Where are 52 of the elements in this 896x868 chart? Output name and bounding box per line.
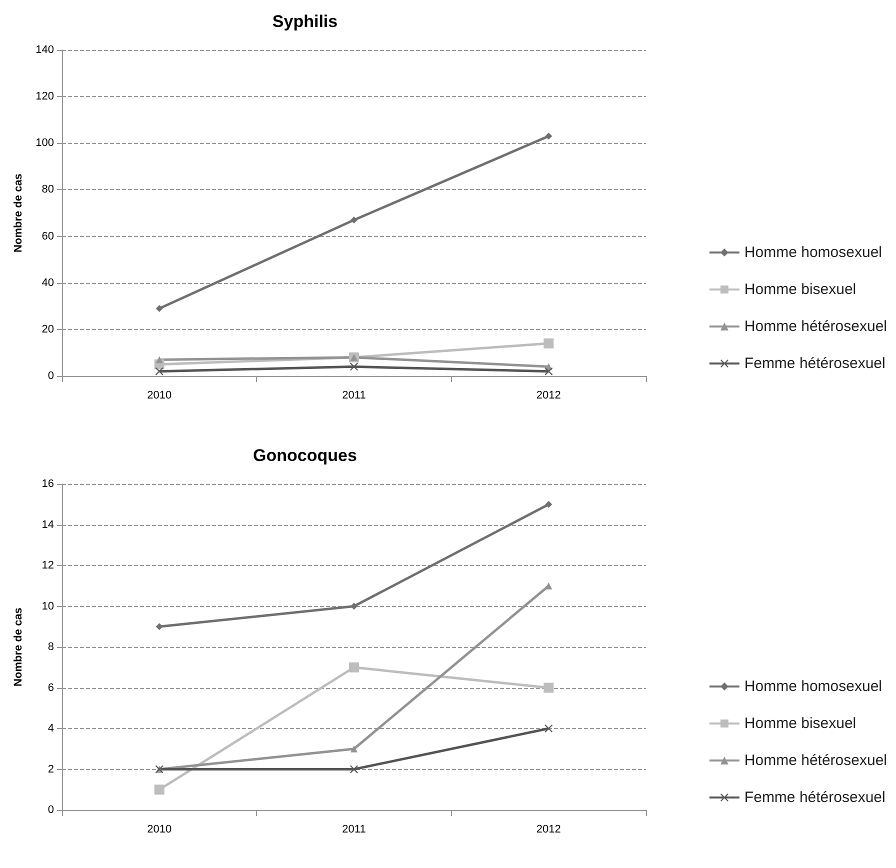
y-tick-label: 80	[42, 184, 54, 196]
y-tick-label: 100	[36, 137, 54, 150]
point	[544, 724, 553, 732]
y-tick-label: 14	[42, 518, 54, 531]
x-tick-label: 2010	[147, 824, 172, 836]
x-tick-label: 2011	[342, 390, 366, 402]
point	[350, 745, 358, 752]
y-axis-title: Nombre de cas	[12, 174, 24, 252]
point	[545, 500, 552, 508]
legend-label: Femme hétérosexuel	[744, 789, 886, 806]
x-tick-label: 2011	[342, 824, 366, 836]
y-tick-label: 40	[42, 276, 54, 289]
y-tick-label: 120	[36, 90, 54, 103]
point	[350, 765, 358, 774]
point	[350, 602, 358, 610]
point	[156, 623, 163, 630]
legend-label: Homme bisexuel	[744, 715, 856, 732]
legend-label: Homme hétérosexuel	[744, 752, 888, 769]
x-tick-label: 2012	[536, 390, 561, 402]
y-tick-label: 6	[48, 682, 54, 694]
point	[154, 784, 164, 795]
point	[544, 682, 554, 693]
y-axis-title: Nombre de cas	[12, 608, 24, 686]
point	[156, 356, 163, 364]
y-tick-label: 0	[48, 804, 54, 816]
y-tick-label: 20	[42, 323, 54, 336]
legend-label: Femme hétérosexuel	[744, 355, 886, 372]
point	[350, 362, 358, 371]
chart-title: Syphilis	[272, 12, 338, 31]
y-tick-label: 140	[36, 44, 54, 56]
point	[155, 367, 164, 376]
y-tick-label: 60	[42, 230, 54, 242]
y-tick-label: 12	[42, 560, 54, 572]
point	[349, 662, 359, 672]
y-tick-label: 2	[48, 763, 54, 776]
point	[544, 367, 553, 376]
y-tick-label: 4	[48, 722, 54, 734]
point	[350, 216, 358, 224]
chart-title: Gonocoques	[253, 446, 357, 465]
y-tick-label: 0	[48, 370, 54, 382]
y-tick-label: 16	[42, 478, 54, 490]
point	[156, 304, 163, 312]
y-tick-label: 10	[42, 600, 54, 612]
x-tick-label: 2012	[536, 824, 561, 836]
legend-label: Homme bisexuel	[744, 281, 856, 298]
legend-label: Homme homosexuel	[744, 244, 882, 261]
legend-label: Homme hétérosexuel	[744, 318, 888, 335]
legend-label: Homme homosexuel	[744, 678, 882, 695]
y-tick-label: 8	[48, 641, 54, 653]
point	[544, 338, 554, 348]
x-tick-label: 2010	[147, 390, 172, 402]
point	[545, 132, 552, 140]
